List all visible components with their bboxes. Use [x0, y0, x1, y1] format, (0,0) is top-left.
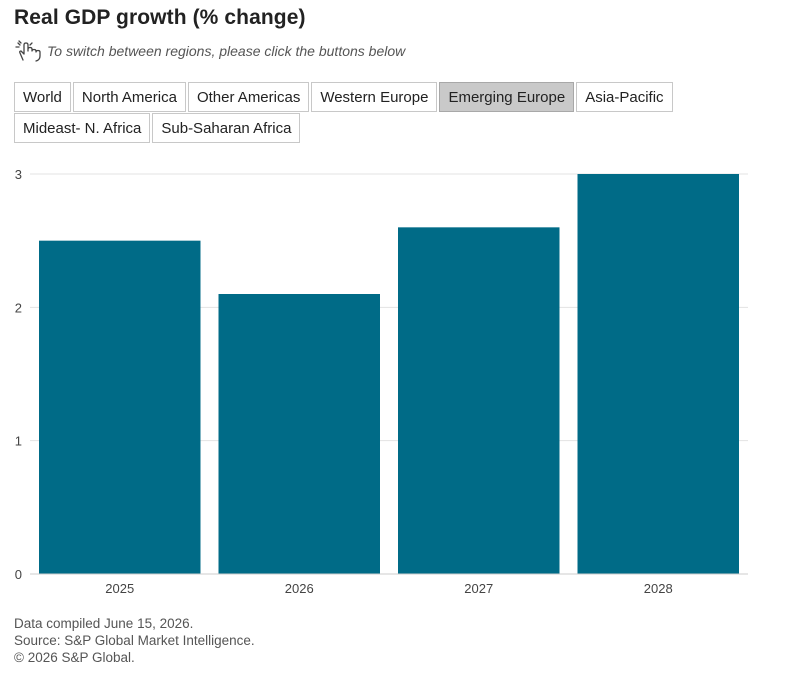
data-compiled-note: Data compiled June 15, 2026. [14, 616, 194, 631]
source-note: Source: S&P Global Market Intelligence. [14, 633, 255, 648]
region-button-mideast-n-africa[interactable]: Mideast- N. Africa [14, 113, 151, 143]
x-tick-label: 2026 [285, 581, 314, 596]
pointing-hand-icon [15, 40, 41, 62]
region-button-western-europe[interactable]: Western Europe [311, 82, 438, 112]
bar [577, 174, 739, 574]
y-tick-label: 2 [15, 300, 22, 315]
x-tick-label: 2027 [464, 581, 493, 596]
region-buttons-row-1: World North America Other Americas Weste… [14, 82, 673, 112]
region-button-other-americas[interactable]: Other Americas [187, 82, 310, 112]
bar [39, 240, 201, 574]
copyright-note: © 2026 S&P Global. [14, 650, 135, 665]
y-tick-label: 1 [15, 434, 22, 449]
y-tick-label: 3 [15, 167, 22, 182]
region-button-world[interactable]: World [14, 82, 71, 112]
instruction-hint: To switch between regions, please click … [14, 40, 405, 62]
region-button-north-america[interactable]: North America [72, 82, 186, 112]
region-buttons-row-2: Mideast- N. Africa Sub-Saharan Africa [14, 113, 301, 143]
x-tick-label: 2028 [644, 581, 673, 596]
region-button-asia-pacific[interactable]: Asia-Pacific [576, 82, 673, 112]
bar-chart: 0 1 2 3 2025 2026 2027 2028 [15, 167, 748, 596]
page-title: Real GDP growth (% change) [14, 6, 306, 29]
chart-footer: Data compiled June 15, 2026. Source: S&P… [14, 615, 255, 666]
region-button-emerging-europe[interactable]: Emerging Europe [439, 82, 575, 112]
bar [398, 227, 560, 574]
y-tick-label: 0 [15, 567, 22, 582]
bar [218, 294, 380, 574]
hint-text: To switch between regions, please click … [47, 43, 406, 59]
region-button-sub-saharan-africa[interactable]: Sub-Saharan Africa [152, 113, 301, 143]
x-tick-label: 2025 [105, 581, 134, 596]
